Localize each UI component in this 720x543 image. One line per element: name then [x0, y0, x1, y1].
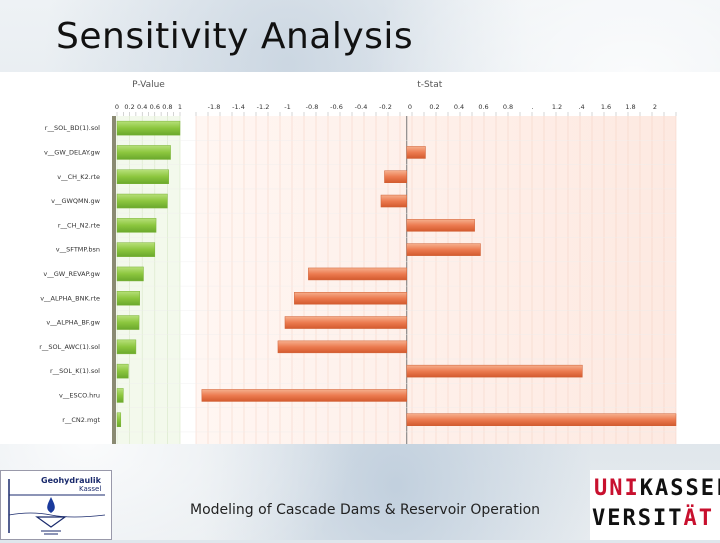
- parameter-label: v__GW_REVAP.gw: [43, 270, 100, 278]
- tstat-tick-label: 1.2: [552, 103, 562, 111]
- parameter-label: v__GW_DELAY.gw: [44, 148, 101, 156]
- tstat-bar: [201, 389, 407, 402]
- parameter-label: r__SOL_AWC(1).sol: [39, 343, 100, 351]
- tstat-tick-label: -1.2: [257, 103, 270, 111]
- pvalue-tick-label: 1: [178, 103, 182, 111]
- parameter-label: r__SOL_BD(1).sol: [45, 124, 100, 132]
- parameter-label: v__SFTMP.bsn: [56, 246, 100, 254]
- uni-kassel-logo-line2: VERSITÄT: [592, 506, 714, 531]
- geohydraulik-logo-art: Geohydraulik Kassel: [8, 476, 106, 535]
- logo-versit: VERSIT: [592, 506, 684, 531]
- pvalue-bar: [116, 388, 124, 403]
- logo-text-line2: Kassel: [79, 485, 101, 493]
- pvalue-tick-label: 0.4: [137, 103, 147, 111]
- parameter-label: r__CN2.mgt: [62, 416, 100, 424]
- pvalue-bar: [116, 266, 144, 282]
- tstat-tick-label: -1.4: [232, 103, 245, 111]
- tstat-bar: [406, 243, 481, 256]
- tstat-bar: [284, 316, 407, 329]
- label-divider: [112, 116, 116, 444]
- tstat-tick-label: 0: [408, 103, 412, 111]
- pvalue-tick-label: 0: [115, 103, 119, 111]
- tstat-tick-label: -1: [284, 103, 290, 111]
- tstat-bar: [294, 292, 407, 305]
- tstat-bar: [384, 170, 407, 183]
- geohydraulik-logo: Geohydraulik Kassel: [0, 470, 112, 540]
- footer-text: Modeling of Cascade Dams & Reservoir Ope…: [190, 502, 541, 518]
- tstat-tick-label: 0.8: [503, 103, 513, 111]
- tstat-tick-label: -0.2: [379, 103, 392, 111]
- pvalue-bar: [116, 218, 157, 233]
- slide-title: Sensitivity Analysis: [56, 16, 414, 57]
- pvalue-tick-label: 0.8: [162, 103, 172, 111]
- pvalue-bar: [116, 120, 181, 136]
- tstat-bar: [406, 219, 475, 232]
- tstat-bar: [406, 413, 677, 426]
- pvalue-bar: [116, 339, 137, 355]
- uni-kassel-logo: [590, 470, 720, 540]
- pvalue-bar: [116, 291, 140, 306]
- pvalue-bar: [116, 145, 171, 160]
- pvalue-bar: [116, 363, 129, 379]
- tstat-bar: [406, 364, 583, 378]
- tstat-bar: [380, 194, 407, 208]
- parameter-label: r__SOL_K(1).sol: [50, 367, 100, 375]
- pvalue-tick-label: 0.2: [124, 103, 134, 111]
- tstat-tick-label: 1.8: [625, 103, 635, 111]
- tstat-tick-label: -0.6: [330, 103, 343, 111]
- pvalue-tick-label: 0.6: [150, 103, 160, 111]
- logo-at: ÄT: [683, 506, 714, 531]
- tstat-tick-label: 0.6: [478, 103, 488, 111]
- pvalue-bar: [116, 242, 156, 257]
- logo-text-line1: Geohydraulik: [41, 476, 102, 485]
- pvalue-bar: [116, 315, 140, 330]
- parameter-label: v__ALPHA_BF.gw: [46, 319, 100, 327]
- tstat-tick-label: -0.8: [306, 103, 319, 111]
- water-drop-icon: [47, 497, 55, 513]
- tstat-title: t-Stat: [417, 80, 443, 90]
- tstat-tick-label: .4: [578, 103, 584, 111]
- tstat-tick-label: 0.2: [429, 103, 439, 111]
- water-level-icon: [35, 516, 67, 528]
- tstat-bar: [308, 267, 407, 281]
- tstat-tick-label: 2: [653, 103, 657, 111]
- parameter-label: v__ESCO.hru: [59, 391, 100, 399]
- parameter-label: v__ALPHA_BNK.rte: [40, 294, 100, 302]
- logo-kassel: KASSEL: [639, 476, 720, 501]
- parameter-label: v__GWQMN.gw: [51, 197, 101, 205]
- logo-uni: UNI: [594, 476, 640, 501]
- tstat-tick-label: 1.6: [601, 103, 611, 111]
- tstat-tick-label: .: [531, 103, 533, 111]
- parameter-label: r__CH_N2.rte: [58, 221, 100, 229]
- tstat-tick-label: -0.4: [355, 103, 368, 111]
- pvalue-bar: [116, 193, 168, 209]
- tstat-bar: [277, 340, 407, 354]
- pvalue-bar: [116, 412, 122, 427]
- uni-kassel-logo-line1: UNIKASSEL: [594, 476, 720, 501]
- tstat-tick-label: 0.4: [454, 103, 464, 111]
- pvalue-title: P-Value: [132, 80, 165, 90]
- parameter-label: v__CH_K2.rte: [57, 173, 100, 181]
- tstat-bar: [406, 146, 426, 159]
- tstat-tick-label: -1.8: [208, 103, 221, 111]
- pvalue-bar: [116, 169, 169, 184]
